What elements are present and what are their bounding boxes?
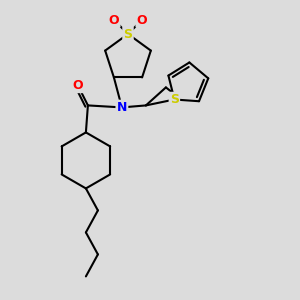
Text: S: S [170, 93, 179, 106]
Text: S: S [124, 28, 133, 40]
Text: O: O [73, 79, 83, 92]
Text: O: O [137, 14, 147, 26]
Text: O: O [109, 14, 119, 26]
Text: N: N [117, 101, 127, 114]
